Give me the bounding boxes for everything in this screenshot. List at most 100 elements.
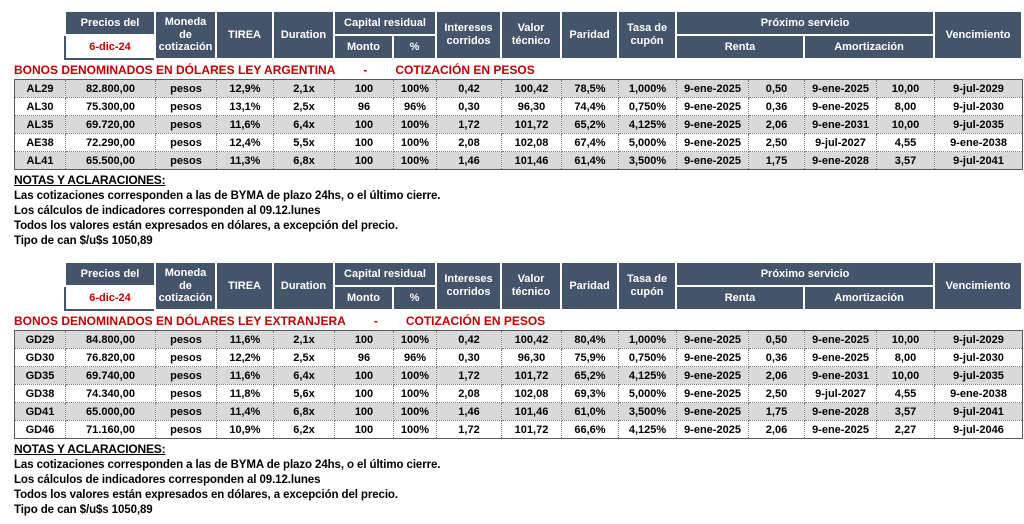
duration-cell[interactable]: 2,1x [273, 330, 335, 349]
amortizacion-fecha-cell[interactable]: 9-jul-2027 [804, 384, 877, 403]
paridad-cell[interactable]: 65,2% [561, 366, 619, 385]
residual-pct-cell[interactable]: 100% [393, 133, 437, 152]
amortizacion-monto-cell[interactable]: 2,27 [876, 420, 935, 439]
residual-pct-cell[interactable]: 100% [393, 151, 437, 170]
monto-cell[interactable]: 100 [334, 115, 394, 134]
renta-monto-cell[interactable]: 2,06 [748, 420, 805, 439]
valor-tecnico-cell[interactable]: 101,72 [501, 420, 562, 439]
vencimiento-cell[interactable]: 9-jul-2035 [934, 366, 1023, 385]
paridad-cell[interactable]: 61,0% [561, 402, 619, 421]
intereses-cell[interactable]: 2,08 [436, 384, 502, 403]
duration-cell[interactable]: 2,5x [273, 97, 335, 116]
renta-fecha-cell[interactable]: 9-ene-2025 [676, 115, 749, 134]
price-cell[interactable]: 75.300,00 [65, 97, 156, 116]
ticker-cell[interactable]: GD46 [14, 420, 66, 439]
amortizacion-fecha-cell[interactable]: 9-ene-2031 [804, 115, 877, 134]
cupon-cell[interactable]: 0,750% [618, 97, 677, 116]
paridad-cell[interactable]: 65,2% [561, 115, 619, 134]
intereses-cell[interactable]: 0,42 [436, 79, 502, 98]
residual-pct-cell[interactable]: 100% [393, 366, 437, 385]
ticker-cell[interactable]: GD35 [14, 366, 66, 385]
cupon-cell[interactable]: 4,125% [618, 366, 677, 385]
vencimiento-cell[interactable]: 9-ene-2038 [934, 384, 1023, 403]
paridad-cell[interactable]: 61,4% [561, 151, 619, 170]
duration-cell[interactable]: 6,2x [273, 420, 335, 439]
tirea-cell[interactable]: 12,9% [216, 79, 274, 98]
valor-tecnico-cell[interactable]: 96,30 [501, 348, 562, 367]
cupon-cell[interactable]: 0,750% [618, 348, 677, 367]
renta-fecha-cell[interactable]: 9-ene-2025 [676, 420, 749, 439]
duration-cell[interactable]: 5,5x [273, 133, 335, 152]
price-cell[interactable]: 82.800,00 [65, 79, 156, 98]
intereses-cell[interactable]: 1,72 [436, 366, 502, 385]
duration-cell[interactable]: 6,8x [273, 402, 335, 421]
ticker-cell[interactable]: GD41 [14, 402, 66, 421]
tirea-cell[interactable]: 10,9% [216, 420, 274, 439]
amortizacion-monto-cell[interactable]: 10,00 [876, 366, 935, 385]
currency-cell[interactable]: pesos [155, 402, 217, 421]
cupon-cell[interactable]: 4,125% [618, 115, 677, 134]
valor-tecnico-cell[interactable]: 102,08 [501, 133, 562, 152]
amortizacion-fecha-cell[interactable]: 9-jul-2027 [804, 133, 877, 152]
renta-monto-cell[interactable]: 0,50 [748, 330, 805, 349]
paridad-cell[interactable]: 80,4% [561, 330, 619, 349]
price-cell[interactable]: 69.720,00 [65, 115, 156, 134]
price-cell[interactable]: 69.740,00 [65, 366, 156, 385]
currency-cell[interactable]: pesos [155, 133, 217, 152]
renta-monto-cell[interactable]: 0,50 [748, 79, 805, 98]
intereses-cell[interactable]: 1,46 [436, 151, 502, 170]
price-date-cell[interactable]: 6-dic-24 [64, 34, 156, 60]
paridad-cell[interactable]: 69,3% [561, 384, 619, 403]
amortizacion-fecha-cell[interactable]: 9-ene-2025 [804, 348, 877, 367]
monto-cell[interactable]: 100 [334, 133, 394, 152]
renta-fecha-cell[interactable]: 9-ene-2025 [676, 384, 749, 403]
price-cell[interactable]: 76.820,00 [65, 348, 156, 367]
duration-cell[interactable]: 6,4x [273, 366, 335, 385]
paridad-cell[interactable]: 78,5% [561, 79, 619, 98]
renta-fecha-cell[interactable]: 9-ene-2025 [676, 97, 749, 116]
vencimiento-cell[interactable]: 9-jul-2041 [934, 151, 1023, 170]
vencimiento-cell[interactable]: 9-ene-2038 [934, 133, 1023, 152]
currency-cell[interactable]: pesos [155, 115, 217, 134]
renta-monto-cell[interactable]: 2,06 [748, 366, 805, 385]
tirea-cell[interactable]: 11,3% [216, 151, 274, 170]
residual-pct-cell[interactable]: 100% [393, 420, 437, 439]
duration-cell[interactable]: 6,8x [273, 151, 335, 170]
cupon-cell[interactable]: 3,500% [618, 151, 677, 170]
price-cell[interactable]: 84.800,00 [65, 330, 156, 349]
valor-tecnico-cell[interactable]: 101,46 [501, 402, 562, 421]
tirea-cell[interactable]: 12,4% [216, 133, 274, 152]
price-cell[interactable]: 74.340,00 [65, 384, 156, 403]
valor-tecnico-cell[interactable]: 96,30 [501, 97, 562, 116]
monto-cell[interactable]: 100 [334, 79, 394, 98]
cupon-cell[interactable]: 4,125% [618, 420, 677, 439]
vencimiento-cell[interactable]: 9-jul-2041 [934, 402, 1023, 421]
renta-fecha-cell[interactable]: 9-ene-2025 [676, 366, 749, 385]
monto-cell[interactable]: 100 [334, 402, 394, 421]
residual-pct-cell[interactable]: 100% [393, 402, 437, 421]
price-date-cell[interactable]: 6-dic-24 [64, 285, 156, 311]
price-cell[interactable]: 71.160,00 [65, 420, 156, 439]
renta-fecha-cell[interactable]: 9-ene-2025 [676, 79, 749, 98]
amortizacion-fecha-cell[interactable]: 9-ene-2025 [804, 79, 877, 98]
currency-cell[interactable]: pesos [155, 420, 217, 439]
price-cell[interactable]: 72.290,00 [65, 133, 156, 152]
amortizacion-fecha-cell[interactable]: 9-ene-2025 [804, 330, 877, 349]
residual-pct-cell[interactable]: 100% [393, 115, 437, 134]
price-cell[interactable]: 65.500,00 [65, 151, 156, 170]
vencimiento-cell[interactable]: 9-jul-2030 [934, 97, 1023, 116]
intereses-cell[interactable]: 0,42 [436, 330, 502, 349]
cupon-cell[interactable]: 1,000% [618, 79, 677, 98]
renta-fecha-cell[interactable]: 9-ene-2025 [676, 348, 749, 367]
valor-tecnico-cell[interactable]: 101,72 [501, 115, 562, 134]
ticker-cell[interactable]: GD29 [14, 330, 66, 349]
currency-cell[interactable]: pesos [155, 151, 217, 170]
ticker-cell[interactable]: AL29 [14, 79, 66, 98]
amortizacion-monto-cell[interactable]: 10,00 [876, 79, 935, 98]
residual-pct-cell[interactable]: 96% [393, 348, 437, 367]
residual-pct-cell[interactable]: 100% [393, 79, 437, 98]
amortizacion-monto-cell[interactable]: 4,55 [876, 133, 935, 152]
renta-monto-cell[interactable]: 0,36 [748, 348, 805, 367]
paridad-cell[interactable]: 66,6% [561, 420, 619, 439]
vencimiento-cell[interactable]: 9-jul-2029 [934, 79, 1023, 98]
